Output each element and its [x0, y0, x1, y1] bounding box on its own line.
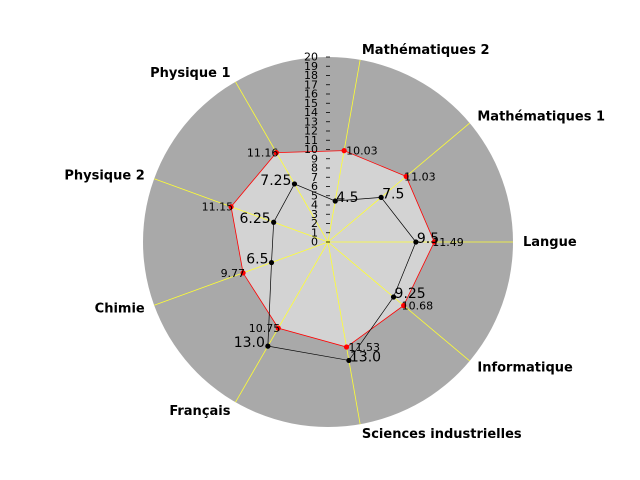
rtick-label-17: 17	[304, 78, 318, 91]
series-1-label-3: 7.25	[260, 173, 291, 189]
rtick-label-10: 10	[304, 143, 318, 156]
rtick-label-2: 2	[311, 217, 318, 230]
rtick-label-4: 4	[311, 199, 318, 212]
series-0-label-4: 11.15	[202, 201, 234, 214]
series-0-point-3	[273, 150, 279, 156]
rtick-label-15: 15	[304, 97, 318, 110]
series-line-1	[267, 183, 417, 361]
rtick-label-6: 6	[311, 180, 318, 193]
category-label-5: Chimie	[95, 302, 145, 317]
series-0-point-4	[228, 204, 234, 210]
rtick-label-8: 8	[311, 162, 318, 175]
rtick-label-16: 16	[304, 88, 318, 101]
category-label-6: Français	[169, 404, 230, 419]
spoke-3	[235, 81, 329, 243]
series-0-label-1: 11.03	[404, 170, 436, 183]
category-label-4: Physique 2	[64, 168, 144, 183]
series-1-label-4: 6.25	[240, 211, 271, 227]
rtick-label-1: 1	[311, 226, 318, 239]
category-label-7: Sciences industrielles	[362, 427, 522, 442]
rtick-label-3: 3	[311, 208, 318, 221]
series-0-point-7	[343, 344, 350, 350]
rtick-label-13: 13	[304, 115, 318, 128]
inner-area	[231, 150, 435, 348]
spoke-7	[327, 241, 361, 425]
rtick-label-12: 12	[304, 125, 318, 138]
series-1-point-7	[346, 357, 352, 364]
series-0-point-0	[431, 239, 437, 245]
series-0-label-6: 10.75	[249, 322, 281, 335]
series-1-point-1	[378, 194, 384, 201]
series-0-point-1	[403, 173, 409, 180]
series-layer: 11.4911.0310.0311.1611.159.7710.7511.531…	[202, 145, 464, 366]
spoke-6	[235, 241, 329, 403]
series-1-point-3	[291, 181, 298, 187]
spoke-1	[327, 122, 470, 243]
rtick-label-7: 7	[311, 171, 318, 184]
series-1-label-1: 7.5	[382, 186, 404, 202]
series-1-label-2: 4.5	[336, 190, 358, 206]
series-0-label-3: 11.16	[247, 147, 279, 160]
series-0-point-6	[275, 325, 281, 331]
series-1-point-5	[268, 259, 275, 266]
series-1-point-2	[332, 198, 338, 204]
series-0-point-2	[341, 148, 347, 154]
series-0-label-2: 10.03	[346, 145, 378, 158]
series-0-label-5: 9.77	[221, 267, 246, 280]
rtick-label-0: 0	[311, 236, 318, 249]
rtick-label-5: 5	[311, 189, 318, 202]
series-0-point-8	[401, 302, 407, 309]
series-1-label-6: 13.0	[234, 335, 265, 351]
category-label-0: Langue	[523, 235, 577, 250]
rtick-label-9: 9	[311, 152, 318, 165]
series-1-point-4	[271, 219, 277, 225]
series-1-label-0: 9.5	[417, 231, 439, 247]
series-1-label-5: 6.5	[246, 252, 268, 268]
rtick-label-14: 14	[304, 106, 318, 119]
series-1-point-0	[413, 239, 419, 245]
series-1-point-6	[265, 343, 271, 349]
series-line-0	[230, 150, 435, 348]
category-label-1: Mathématiques 1	[477, 110, 605, 125]
category-labels: Langue Mathématiques 1 Mathématiques 2 Phys…	[64, 43, 605, 442]
category-label-2: Mathématiques 2	[362, 43, 490, 58]
series-0-point-5	[240, 270, 246, 276]
series-0-label-7: 11.53	[349, 341, 381, 354]
rtick-label-11: 11	[304, 134, 318, 147]
category-label-8: Informatique	[477, 360, 573, 375]
series-1-point-8	[390, 294, 397, 300]
series-0-label-0: 11.49	[432, 236, 464, 249]
rtick-label-19: 19	[304, 60, 318, 73]
spoke-4	[154, 178, 329, 243]
rtick-label-18: 18	[304, 69, 318, 82]
category-label-3: Physique 1	[150, 66, 230, 81]
spoke-8	[327, 241, 470, 362]
series-0-label-8: 10.68	[402, 300, 434, 313]
series-1-label-7: 13.0	[350, 349, 381, 365]
rtick-label-20: 20	[304, 51, 318, 64]
series-1-label-8: 9.25	[395, 286, 426, 302]
